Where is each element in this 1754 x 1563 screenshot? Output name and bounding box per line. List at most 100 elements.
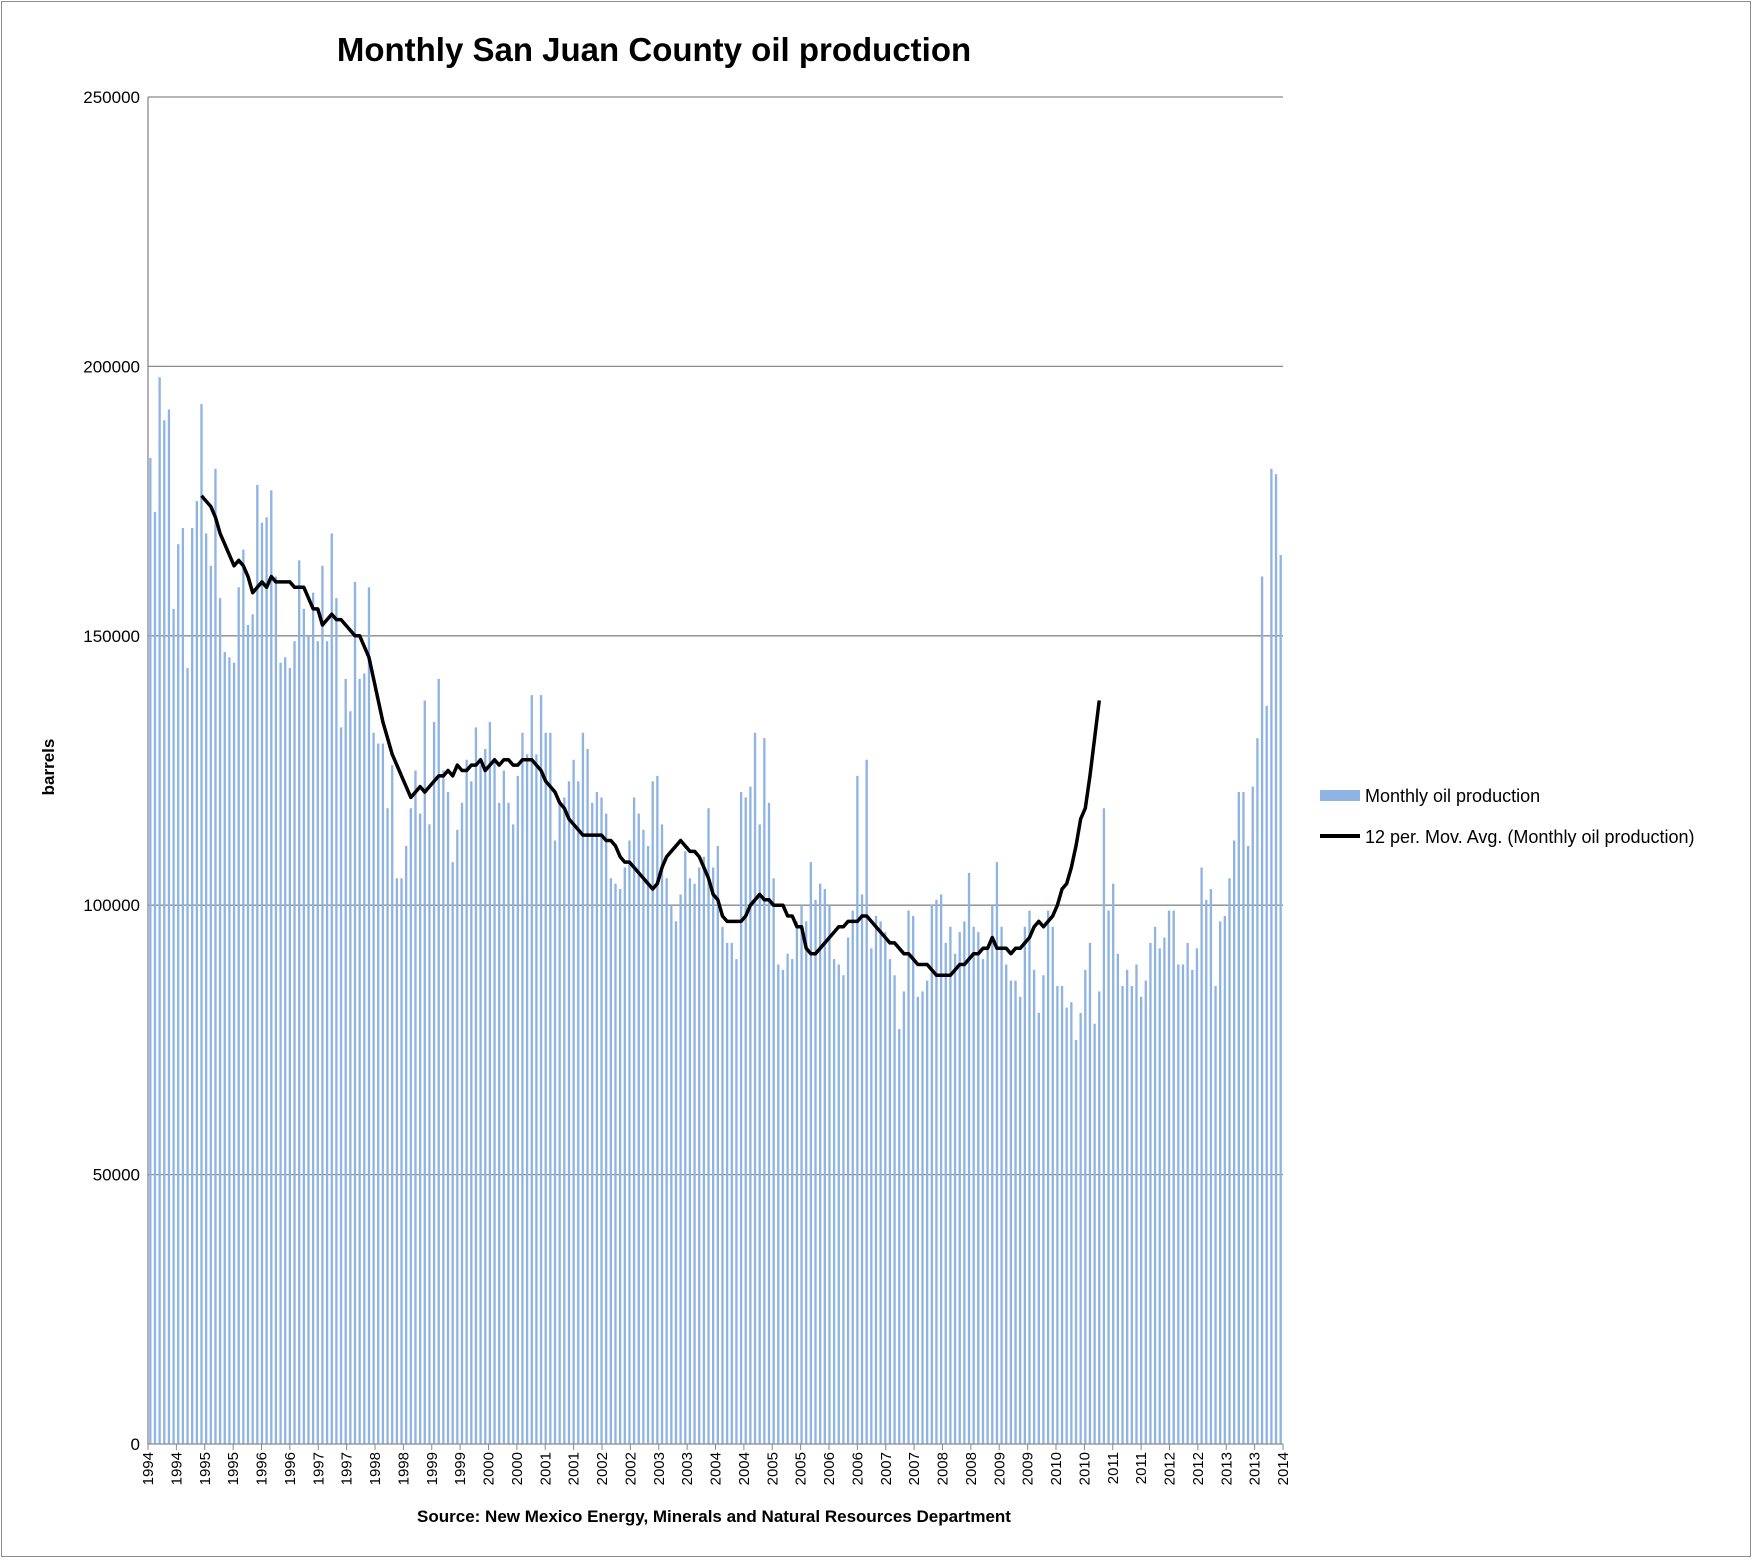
bar [586,748,589,1444]
x-tick-label: 2009 [1020,1452,1037,1485]
x-axis-source-label: Source: New Mexico Energy, Minerals and … [417,1507,1011,1526]
bar [851,910,854,1444]
bar [502,770,506,1444]
bar [246,625,250,1444]
bar [572,759,575,1444]
bar [712,867,715,1444]
x-tick-label: 2000 [481,1452,498,1485]
bar [1046,910,1050,1444]
bar [335,598,338,1444]
bar [1191,969,1194,1444]
bar [930,905,933,1444]
bar [791,959,794,1444]
bar [832,959,836,1444]
bar [1116,953,1120,1444]
bar [1037,1012,1040,1444]
x-tick-label: 2009 [991,1452,1008,1485]
bar [479,765,482,1444]
bar [1256,738,1259,1444]
x-tick-label: 2011 [1133,1452,1150,1484]
bar [488,722,492,1444]
bar [153,511,157,1444]
bar [628,840,631,1444]
bar [470,781,473,1444]
bar [921,991,924,1444]
x-tick-label: 1998 [367,1452,384,1485]
bar [284,657,287,1444]
bar [1023,926,1026,1444]
x-tick-labels: 1994 1994 1995 1995 1996 1996 1997 1997 1998 1998… [140,1452,1292,1485]
bar [902,991,906,1444]
bar [567,781,571,1444]
bar [670,905,673,1444]
bar [218,598,222,1444]
x-tick-label: 2004 [708,1452,725,1485]
bar [535,754,538,1444]
bar [1065,1007,1068,1444]
bar [725,942,729,1444]
bar [595,792,599,1444]
bar [493,759,496,1444]
bar [1163,937,1166,1444]
bar [242,549,245,1444]
y-tick-label: 150000 [83,627,140,646]
x-tick-label: 1999 [452,1452,469,1485]
bar [460,802,464,1444]
bar [977,932,980,1444]
bar [274,576,278,1444]
bar [623,867,626,1444]
bar [1242,792,1245,1444]
bar [181,528,185,1444]
x-tick-label: 2014 [1275,1452,1292,1485]
bar [944,942,947,1444]
bar [953,953,957,1444]
bar [307,635,310,1444]
bar [972,926,975,1444]
bar [1126,969,1129,1444]
bar [195,501,199,1445]
bar [177,544,180,1444]
y-axis-title: barrels [39,739,58,796]
bar [256,484,259,1444]
bar [795,921,799,1444]
bar [865,759,868,1444]
bar [679,894,682,1444]
x-tick-label: 1994 [168,1452,185,1485]
bar [935,899,938,1444]
bar [856,775,859,1444]
legend-swatch-bars [1320,790,1360,801]
bar [735,959,738,1444]
bar [558,802,561,1444]
chart-title: Monthly San Juan County oil production [337,31,971,68]
x-tick-label: 2013 [1247,1452,1264,1485]
bar [1144,980,1147,1444]
bar [1158,948,1161,1444]
bar [544,732,547,1444]
bar [1102,808,1106,1444]
bar [1084,969,1087,1444]
bar [349,711,352,1444]
bar [418,813,422,1444]
bar [428,824,431,1444]
bar [432,722,436,1444]
bar [1149,942,1152,1444]
bar [1209,889,1213,1444]
bar [507,802,510,1444]
bar [423,700,426,1444]
bar [581,732,585,1444]
moving-average-series [200,494,1101,977]
x-tick-label: 2008 [935,1452,952,1485]
bar [688,878,692,1444]
x-tick-label: 2010 [1076,1452,1093,1485]
bar [321,565,324,1444]
bar [716,845,719,1444]
bar [279,662,282,1444]
bar [1186,942,1189,1444]
bar [1042,975,1045,1444]
bar [1246,845,1250,1444]
bar [893,975,896,1444]
bar [981,959,985,1444]
x-tick-label: 2000 [509,1452,526,1485]
x-tick-label: 1995 [225,1452,242,1485]
bar [753,732,757,1444]
